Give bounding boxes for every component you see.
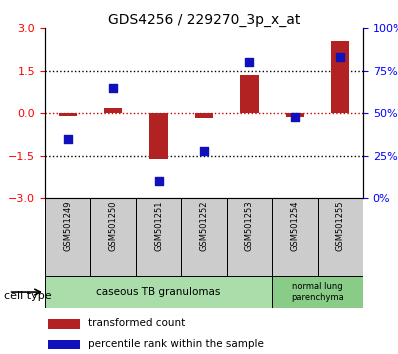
Bar (240, 75, 259, 113)
Bar (150, 113, 168, 159)
Bar (195, 113, 213, 118)
Point (155, 178, 162, 184)
Bar (227, 198, 272, 276)
Bar (136, 198, 181, 276)
Text: transformed count: transformed count (88, 318, 185, 328)
Point (110, 85, 116, 91)
Bar (45, 276, 272, 308)
Bar (90, 198, 136, 276)
Text: GSM501255: GSM501255 (336, 201, 345, 251)
Bar (48, 319, 80, 329)
Text: cell type: cell type (4, 291, 52, 301)
Text: GSM501249: GSM501249 (63, 201, 72, 251)
Bar (104, 108, 122, 113)
Text: GSM501252: GSM501252 (199, 201, 209, 251)
Point (292, 114, 298, 120)
Title: GDS4256 / 229270_3p_x_at: GDS4256 / 229270_3p_x_at (108, 13, 300, 27)
Bar (45, 198, 90, 276)
Text: GSM501253: GSM501253 (245, 201, 254, 251)
Text: GSM501254: GSM501254 (291, 201, 299, 251)
Bar (181, 198, 227, 276)
Bar (272, 198, 318, 276)
Text: caseous TB granulomas: caseous TB granulomas (96, 287, 221, 297)
Bar (286, 113, 304, 117)
Text: GSM501250: GSM501250 (109, 201, 118, 251)
Point (337, 55, 343, 60)
Bar (48, 340, 80, 349)
Text: normal lung
parenchyma: normal lung parenchyma (291, 282, 344, 302)
Text: GSM501251: GSM501251 (154, 201, 163, 251)
Bar (59, 113, 77, 115)
Point (64, 136, 71, 142)
Bar (331, 41, 349, 113)
Point (201, 148, 207, 154)
Bar (318, 198, 363, 276)
Text: percentile rank within the sample: percentile rank within the sample (88, 339, 263, 349)
Bar (272, 276, 363, 308)
Point (246, 59, 253, 65)
